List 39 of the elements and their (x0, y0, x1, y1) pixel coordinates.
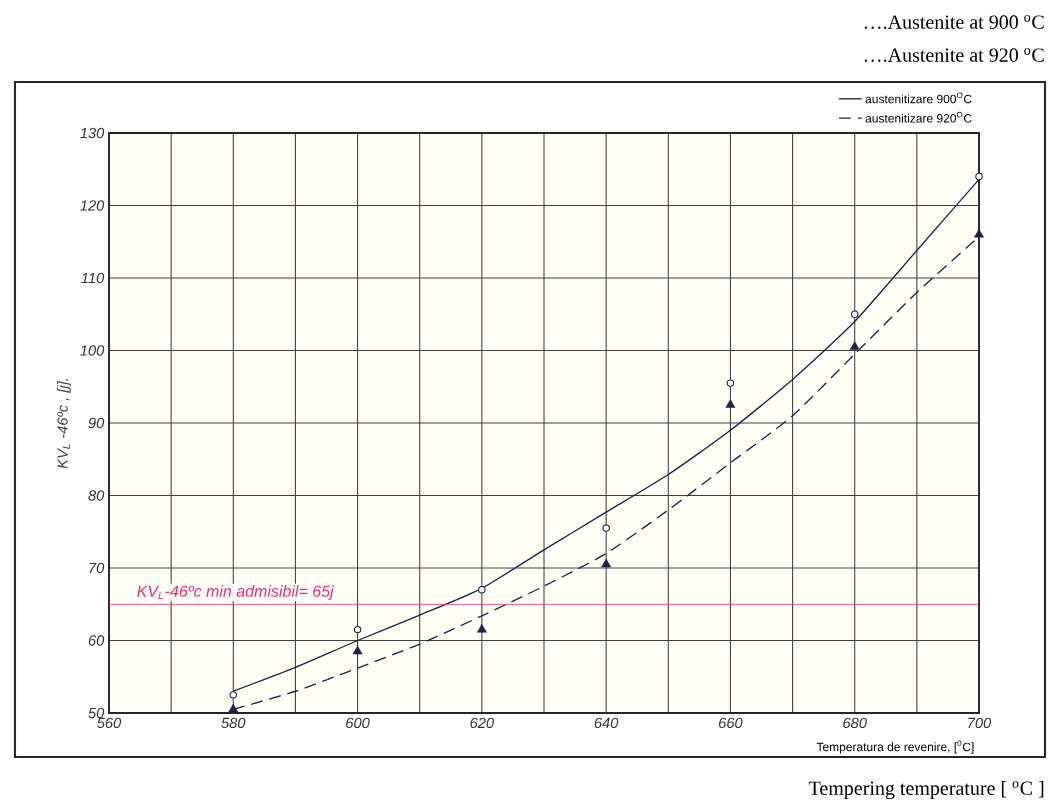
y-tick-label: 120 (80, 200, 105, 211)
x-tick-label: 560 (97, 717, 122, 729)
ref-line-label: KV$_{L}$-46ºc min admisibil= 65j (137, 585, 334, 600)
text: Tempering temperature [ $^{o}$C ] (808, 780, 1044, 800)
y-tick-label: 100 (80, 345, 105, 356)
x-tick-label: 680 (843, 717, 867, 729)
point (849, 341, 860, 350)
x-tick-label: 660 (719, 717, 743, 729)
point (353, 625, 362, 634)
y-tick-label: 80 (88, 490, 105, 501)
x-axis-title: Temperatura de revenire, [$^{0}$C] (816, 740, 974, 754)
point (229, 691, 238, 699)
x-tick-label: 580 (221, 717, 246, 729)
point (850, 310, 859, 318)
point (975, 172, 983, 181)
point (974, 228, 984, 238)
y-tick-label: 130 (80, 127, 105, 139)
point (478, 586, 486, 594)
text: ….Austenite at 900 $^{o}$C (864, 15, 1044, 29)
legend-label: austenitizare 920$^{O}$C (865, 111, 972, 123)
legend-label: austenitizare 900$^{O}$C (865, 92, 972, 104)
point (726, 379, 735, 387)
y-tick-label: 50 (88, 707, 105, 719)
y-tick-label: 60 (88, 635, 105, 646)
point (725, 399, 736, 408)
point (602, 524, 610, 532)
point (476, 624, 487, 633)
x-tick-label: 600 (346, 717, 370, 729)
y-tick-label: 70 (89, 562, 105, 574)
text: ….Austenite at 920 $^{o}$C (864, 48, 1044, 62)
x-tick-label: 640 (594, 717, 619, 729)
x-tick-label: 620 (470, 717, 494, 729)
point (228, 703, 239, 713)
point (601, 558, 612, 568)
y-tick-label: 90 (88, 417, 105, 429)
point (352, 645, 363, 655)
x-tick-label: 700 (968, 717, 992, 729)
y-axis-title: KV$_{L}$ -46ºc , [j]. (57, 379, 71, 469)
y-tick-label: 110 (81, 272, 105, 284)
